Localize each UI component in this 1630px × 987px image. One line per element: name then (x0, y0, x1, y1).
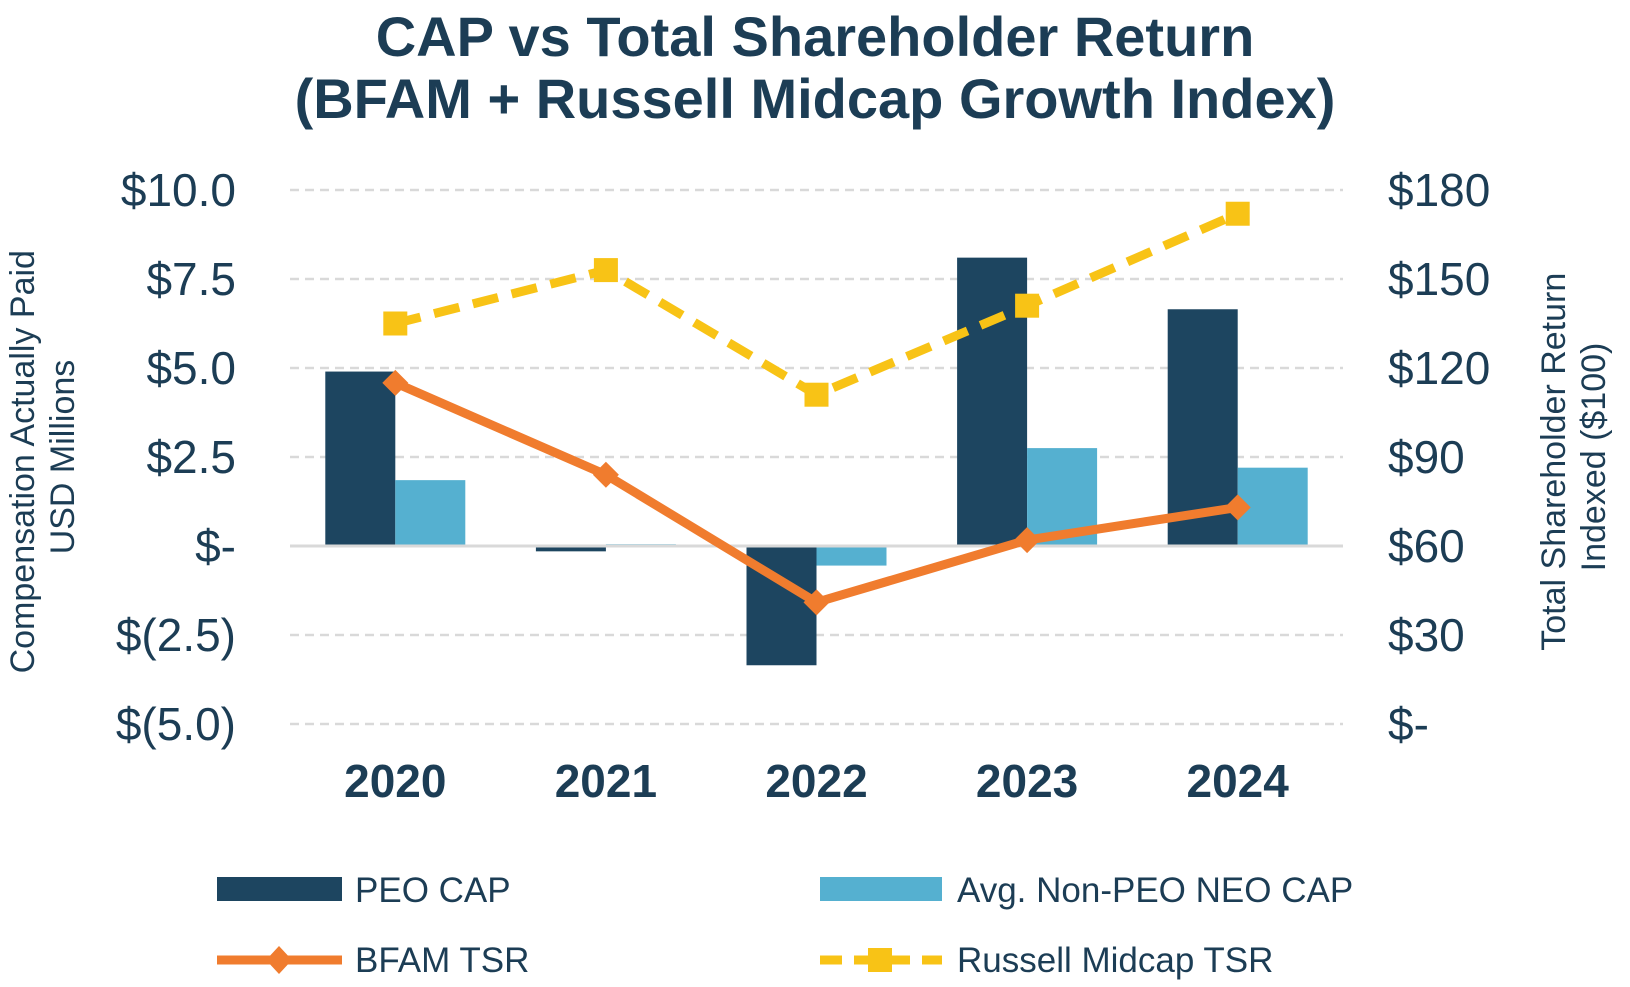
legend-swatch-avg-non-peo (820, 877, 942, 901)
legend-item-peo-cap: PEO CAP (217, 871, 511, 910)
legend: PEO CAP Avg. Non-PEO NEO CAP BFAM TSR Ru… (217, 871, 1353, 980)
bar-peo-cap-2020 (325, 371, 396, 546)
left-tick-label: $2.5 (146, 431, 236, 483)
right-tick-label: $150 (1388, 253, 1490, 305)
marker-bfam-tsr-2021 (592, 461, 619, 488)
bar-avg-non-peo-neo-cap-2020 (395, 480, 466, 546)
bar-peo-cap-2021 (535, 546, 606, 552)
marker-russell-midcap-tsr-2021 (593, 258, 618, 283)
x-tick-label: 2020 (344, 755, 446, 807)
chart-subtitle: (BFAM + Russell Midcap Growth Index) (294, 67, 1336, 130)
left-axis-title: Compensation Actually Paid USD Millions (4, 241, 82, 674)
left-tick-label: $- (195, 520, 236, 572)
legend-marker-bfam-tsr (266, 946, 292, 974)
right-axis-ticks: $180 $150 $120 $90 $60 $30 $- (1388, 164, 1490, 750)
marker-russell-midcap-tsr-2020 (383, 311, 408, 336)
right-tick-label: $60 (1388, 520, 1465, 572)
marker-bfam-tsr-2024 (1224, 494, 1251, 521)
right-tick-label: $180 (1388, 164, 1490, 216)
left-axis-title-line2: USD Millions (44, 360, 82, 555)
legend-swatch-peo-cap (217, 877, 342, 901)
legend-label-peo-cap: PEO CAP (355, 871, 511, 910)
right-tick-label: $- (1388, 698, 1429, 750)
marker-russell-midcap-tsr-2023 (1015, 293, 1040, 318)
left-axis-ticks: $10.0 $7.5 $5.0 $2.5 $- $(2.5) $(5.0) (116, 164, 236, 750)
legend-item-russell-tsr: Russell Midcap TSR (820, 941, 1273, 980)
right-axis-title-line1: Total Shareholder Return (1535, 273, 1573, 651)
left-tick-label: $7.5 (146, 253, 236, 305)
lines (382, 201, 1251, 616)
left-tick-label: $(2.5) (116, 609, 236, 661)
right-tick-label: $90 (1388, 431, 1465, 483)
legend-marker-russell-tsr (868, 948, 892, 972)
x-tick-label: 2024 (1187, 755, 1290, 807)
x-tick-label: 2021 (555, 755, 657, 807)
x-tick-label: 2022 (765, 755, 867, 807)
left-tick-label: $(5.0) (116, 698, 236, 750)
marker-russell-midcap-tsr-2024 (1225, 201, 1250, 226)
right-axis-title-line2: Indexed ($100) (1575, 343, 1613, 572)
legend-label-russell-tsr: Russell Midcap TSR (957, 941, 1273, 980)
legend-item-avg-non-peo: Avg. Non-PEO NEO CAP (820, 871, 1353, 910)
right-axis-title: Total Shareholder Return Indexed ($100) (1535, 263, 1613, 650)
right-tick-label: $30 (1388, 609, 1465, 661)
right-tick-label: $120 (1388, 342, 1490, 394)
left-tick-label: $5.0 (146, 342, 236, 394)
x-axis-ticks: 2020 2021 2022 2023 2024 (344, 755, 1289, 807)
bar-avg-non-peo-neo-cap-2022 (816, 546, 887, 566)
legend-label-bfam-tsr: BFAM TSR (355, 941, 529, 980)
left-axis-title-line1: Compensation Actually Paid (4, 250, 42, 673)
left-tick-label: $10.0 (121, 164, 236, 216)
legend-label-avg-non-peo: Avg. Non-PEO NEO CAP (957, 871, 1353, 910)
marker-bfam-tsr-2023 (1014, 527, 1041, 554)
legend-item-bfam-tsr: BFAM TSR (217, 941, 529, 980)
chart-title: CAP vs Total Shareholder Return (375, 5, 1255, 68)
marker-bfam-tsr-2022 (803, 589, 830, 616)
marker-bfam-tsr-2020 (382, 369, 409, 396)
marker-russell-midcap-tsr-2022 (804, 382, 829, 407)
x-tick-label: 2023 (976, 755, 1078, 807)
